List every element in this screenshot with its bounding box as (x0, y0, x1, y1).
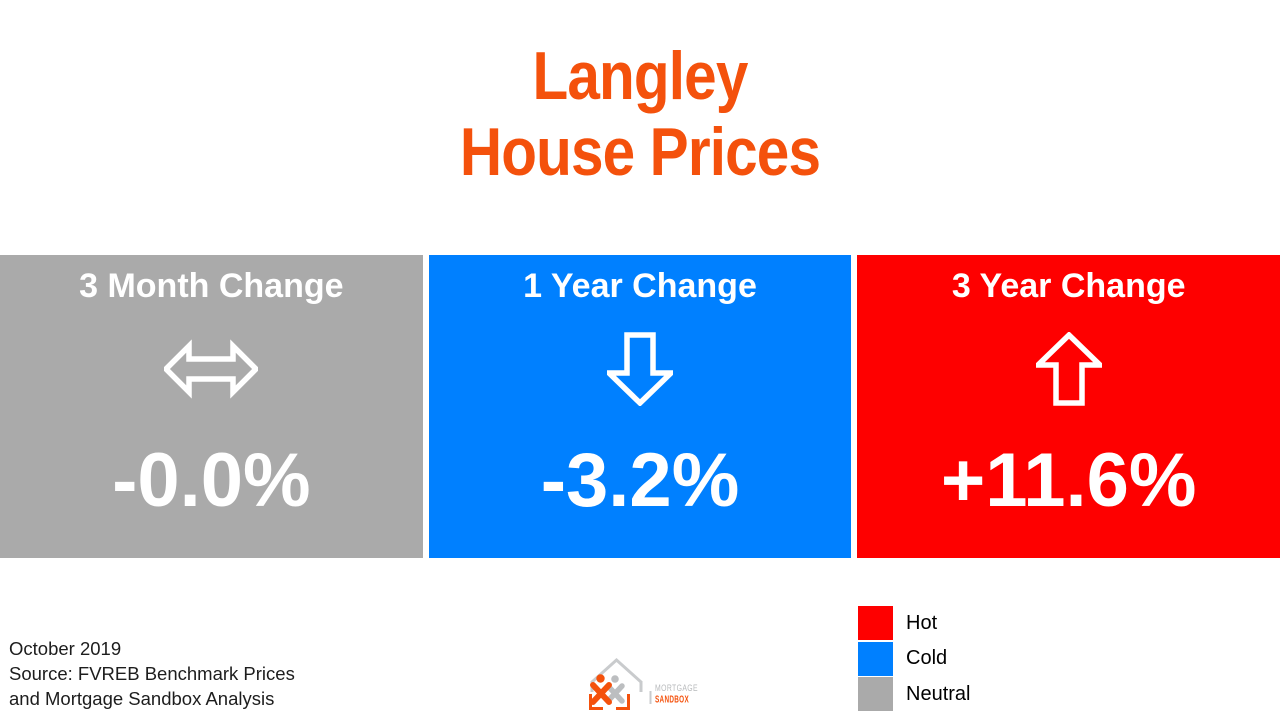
logo-text-mortgage: MORTGAGE (655, 683, 698, 693)
source-note: October 2019 Source: FVREB Benchmark Pri… (9, 636, 295, 711)
page-title: Langley House Prices (90, 38, 1191, 190)
legend-label: Neutral (906, 682, 971, 705)
neutral-swatch-icon (858, 677, 893, 711)
legend-label: Hot (906, 611, 938, 634)
mortgage-sandbox-logo-icon: MORTGAGE SANDBOX (589, 657, 698, 710)
logo-text-sandbox: SANDBOX (655, 694, 689, 706)
card-3-year-change: 3 Year Change +11.6% (857, 255, 1280, 558)
down-arrow-icon (607, 329, 673, 409)
cold-swatch-icon (858, 641, 893, 676)
legend-item-cold: Cold (858, 641, 970, 676)
card-value: -0.0% (112, 438, 311, 523)
date-label: October 2019 (9, 638, 122, 659)
legend: Hot Cold Neutral (858, 606, 970, 713)
card-value: +11.6% (940, 438, 1197, 523)
source-line2: and Mortgage Sandbox Analysis (9, 688, 275, 709)
page-title-line2: House Prices (459, 114, 821, 190)
up-arrow-icon (1035, 329, 1102, 409)
card-value: -3.2% (540, 438, 740, 523)
page-title-line1: Langley (532, 38, 749, 114)
legend-item-hot: Hot (858, 606, 970, 640)
card-1-year-change: 1 Year Change -3.2% (428, 255, 852, 558)
mortgage-sandbox-logo: MORTGAGE SANDBOX (583, 653, 708, 715)
left-right-arrow-icon (164, 329, 259, 409)
legend-item-neutral: Neutral (858, 677, 970, 711)
change-cards-row: 3 Month Change -0.0% 1 Year Change -3.2%… (0, 255, 1280, 558)
card-3-month-change: 3 Month Change -0.0% (0, 255, 423, 558)
card-label: 1 Year Change (523, 267, 757, 305)
card-label: 3 Year Change (951, 267, 1186, 305)
source-line1: Source: FVREB Benchmark Prices (9, 663, 295, 684)
legend-label: Cold (906, 647, 948, 669)
card-label: 3 Month Change (79, 267, 344, 305)
hot-swatch-icon (858, 606, 893, 640)
